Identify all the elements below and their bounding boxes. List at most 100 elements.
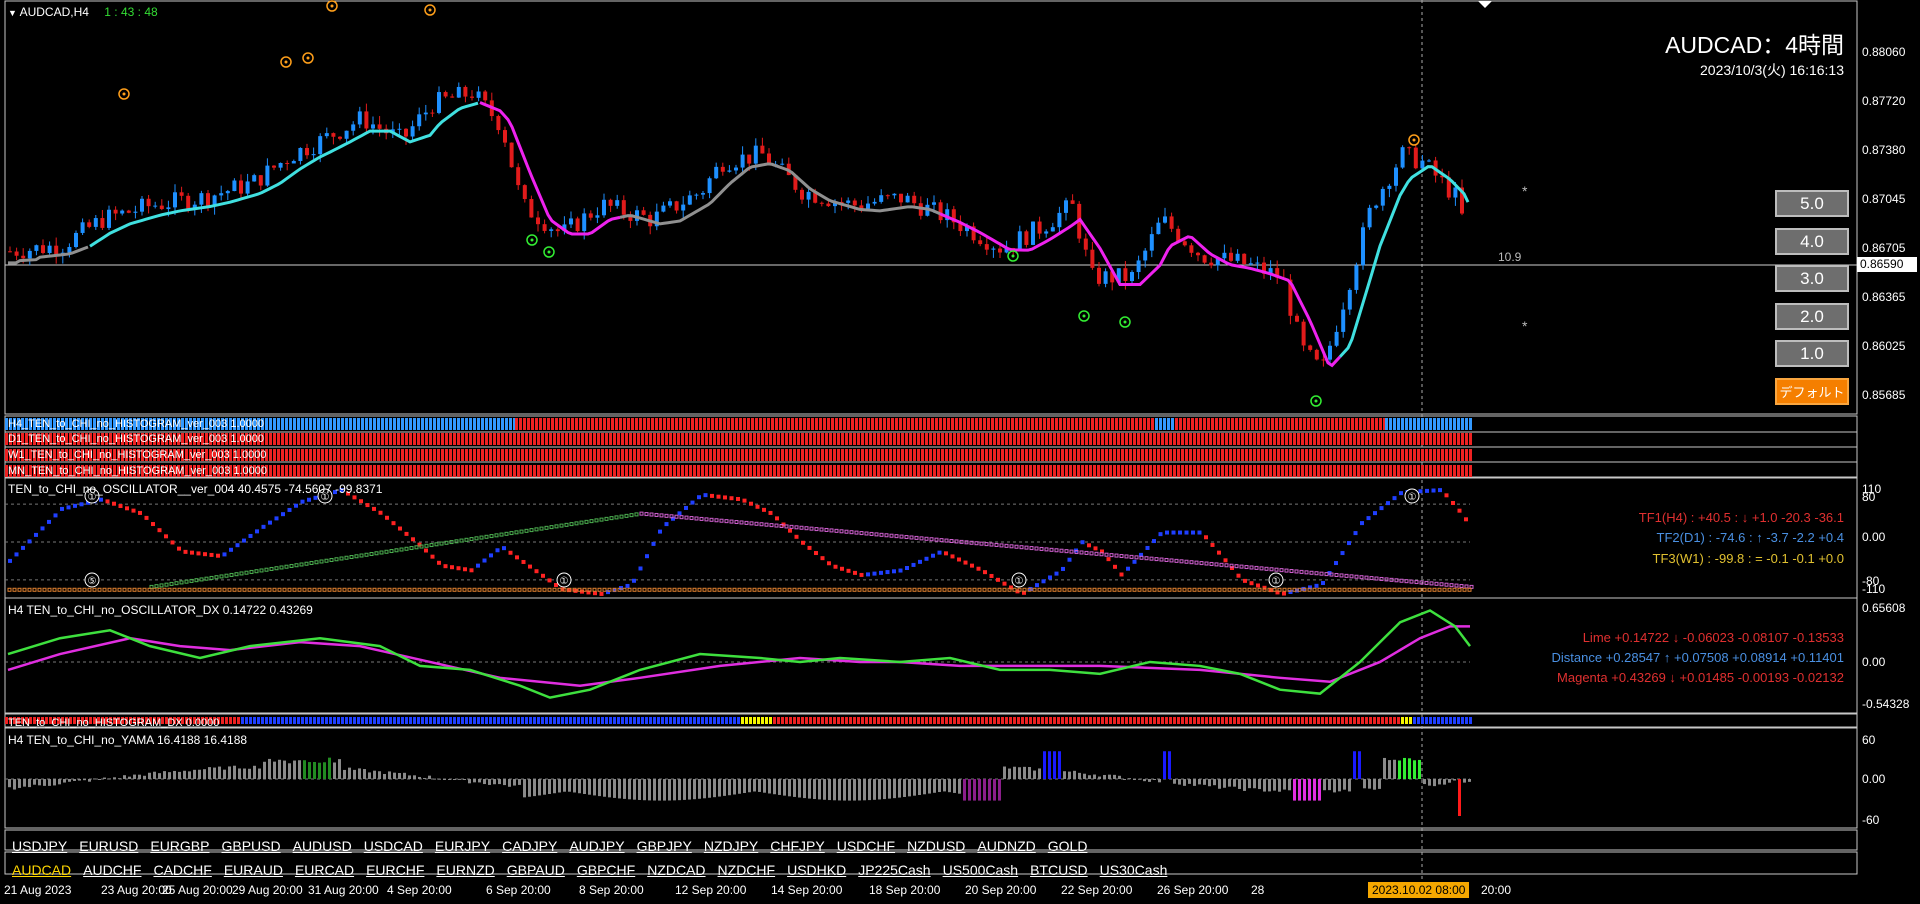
symbol-gold-button[interactable]: GOLD — [1047, 838, 1088, 854]
symbol-usdjpy-button[interactable]: USDJPY — [12, 838, 68, 854]
histogram-dx-bar — [1181, 717, 1184, 724]
symbol-eurgbp-button[interactable]: EURGBP — [150, 838, 210, 854]
histogram-bar — [835, 418, 838, 430]
symbol-btcusd-button[interactable]: BTCUSD — [1030, 862, 1088, 878]
symbol-euraud-button[interactable]: EURAUD — [223, 862, 283, 878]
oscillator-dot — [177, 546, 181, 551]
symbol-us30cash-button[interactable]: US30Cash — [1099, 862, 1168, 878]
symbol-nzdusd-button[interactable]: NZDUSD — [907, 838, 966, 854]
symbol-cadchf-button[interactable]: CADCHF — [153, 862, 212, 878]
yama-bar — [593, 779, 596, 796]
histogram-bar — [969, 465, 972, 477]
oscillator-slow-dot — [924, 536, 929, 541]
symbol-eurusd-button[interactable]: EURUSD — [79, 838, 139, 854]
histogram-dx-bar — [97, 717, 100, 724]
symbol-eurnzd-button[interactable]: EURNZD — [436, 862, 495, 878]
zoom-4-button[interactable]: 4.0 — [1775, 228, 1849, 255]
histogram-bar — [1211, 418, 1214, 430]
symbol-gbpaud-button[interactable]: GBPAUD — [506, 862, 565, 878]
symbol-eurjpy-button[interactable]: EURJPY — [434, 838, 491, 854]
histogram-bar — [535, 418, 538, 430]
histogram-bar — [77, 418, 80, 430]
symbol-cadjpy-button[interactable]: CADJPY — [502, 838, 558, 854]
yama-bar — [573, 779, 576, 793]
candle-body — [1453, 187, 1458, 198]
histogram-dx-bar — [729, 717, 732, 724]
histogram-bar — [929, 465, 932, 477]
histogram-bar — [133, 418, 136, 430]
zoom-3-button[interactable]: 3.0 — [1775, 265, 1849, 292]
candle-body — [945, 209, 950, 221]
yama-bar — [878, 779, 881, 800]
histogram-bar — [549, 465, 552, 477]
histogram-dx-bar — [617, 717, 620, 724]
oscillator-w1-dot — [357, 587, 362, 592]
histogram-dx-bar — [49, 717, 52, 724]
histogram-bar — [1173, 449, 1176, 461]
histogram-bar — [557, 449, 560, 461]
symbol-audchf-button[interactable]: AUDCHF — [83, 862, 142, 878]
histogram-bar — [521, 433, 524, 445]
symbol-nzdjpy-button[interactable]: NZDJPY — [703, 838, 759, 854]
top-signal-icon — [122, 92, 126, 96]
symbol-audjpy-button[interactable]: AUDJPY — [569, 838, 625, 854]
oscillator-dot — [508, 550, 513, 555]
candle-body — [1334, 331, 1339, 346]
histogram-bar — [1003, 418, 1006, 430]
h4-histogram-label: H4_TEN_to_CHI_no_HISTOGRAM_ver_003 1.000… — [8, 418, 264, 430]
symbol-audcad-button[interactable]: AUDCAD — [12, 862, 72, 878]
symbol-usdcad-button[interactable]: USDCAD — [363, 838, 423, 854]
zoom-5-button[interactable]: 5.0 — [1775, 190, 1849, 217]
histogram-bar — [565, 449, 568, 461]
oscillator-dot — [814, 551, 818, 556]
symbol-jp225cash-button[interactable]: JP225Cash — [858, 862, 931, 878]
oscillator-w1-dot — [1417, 587, 1422, 592]
symbol-nzdcad-button[interactable]: NZDCAD — [647, 862, 706, 878]
symbol-usdchf-button[interactable]: USDCHF — [836, 838, 896, 854]
histogram-bar — [1319, 418, 1322, 430]
histogram-bar — [225, 465, 228, 477]
histogram-bar — [669, 449, 672, 461]
symbol-chfjpy-button[interactable]: CHFJPY — [770, 838, 825, 854]
histogram-dx-bar — [1145, 717, 1148, 724]
symbol-eurcad-button[interactable]: EURCAD — [294, 862, 355, 878]
histogram-bar — [783, 418, 786, 430]
count-marker-label: ① — [1408, 492, 1417, 503]
histogram-dx-bar — [585, 717, 588, 724]
symbol-eurchf-button[interactable]: EURCHF — [366, 862, 425, 878]
histogram-dx-bar — [137, 717, 140, 724]
histogram-dx-bar — [1081, 717, 1084, 724]
symbol-audusd-button[interactable]: AUDUSD — [292, 838, 352, 854]
histogram-bar — [57, 465, 60, 477]
histogram-bar — [229, 433, 232, 445]
histogram-dx-bar — [441, 717, 444, 724]
oscillator-slow-dot — [969, 540, 974, 545]
yama-bar — [503, 779, 506, 786]
histogram-bar — [667, 418, 670, 430]
histogram-bar — [897, 433, 900, 445]
histogram-dx-bar — [1469, 717, 1472, 724]
zoom-2-button[interactable]: 2.0 — [1775, 303, 1849, 330]
symbol-gbpchf-button[interactable]: GBPCHF — [576, 862, 636, 878]
symbol-gbpusd-button[interactable]: GBPUSD — [221, 838, 281, 854]
zoom-1-button[interactable]: 1.0 — [1775, 340, 1849, 367]
oscillator-w1-dot — [62, 587, 67, 592]
symbol-nzdchf-button[interactable]: NZDCHF — [717, 862, 776, 878]
oscillator-dot — [794, 534, 799, 539]
histogram-bar — [585, 465, 588, 477]
histogram-dx-bar — [173, 717, 176, 724]
symbol-us500cash-button[interactable]: US500Cash — [942, 862, 1019, 878]
histogram-bar — [889, 449, 892, 461]
oscillator-w1-dot — [672, 587, 677, 592]
histogram-bar — [205, 433, 208, 445]
symbol-gbpjpy-button[interactable]: GBPJPY — [636, 838, 692, 854]
histogram-dx-bar — [829, 717, 832, 724]
histogram-bar — [1325, 465, 1328, 477]
symbol-usdhkd-button[interactable]: USDHKD — [787, 862, 847, 878]
histogram-bar — [629, 433, 632, 445]
symbol-audnzd-button[interactable]: AUDNZD — [977, 838, 1036, 854]
oscillator-w1-dot — [992, 587, 997, 592]
candle-body — [595, 215, 600, 218]
default-button[interactable]: デフォルト — [1775, 378, 1849, 405]
